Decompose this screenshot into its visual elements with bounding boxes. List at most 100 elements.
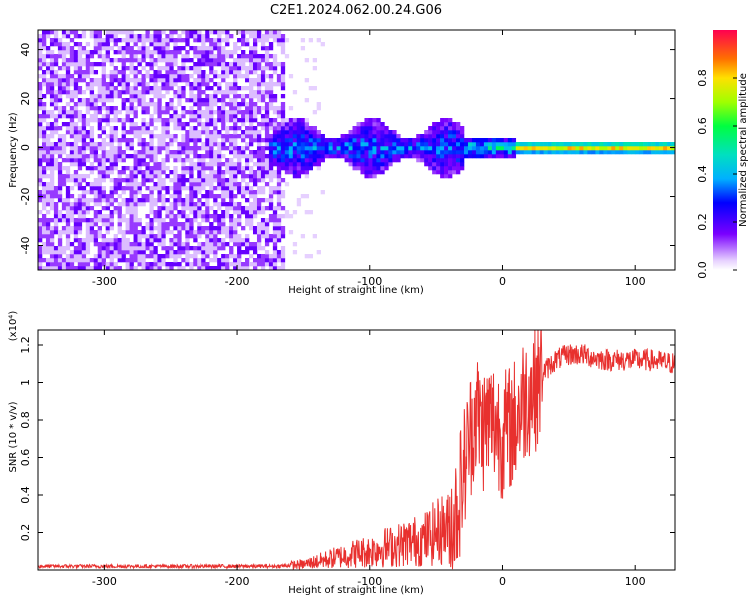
heatmap-cell	[89, 90, 95, 95]
heatmap-cell	[368, 166, 373, 171]
heatmap-cell	[316, 142, 321, 147]
heatmap-cell	[121, 58, 126, 63]
heatmap-cell	[121, 170, 126, 175]
heatmap-cell	[304, 122, 310, 127]
heatmap-cell	[81, 62, 87, 67]
heatmap-cell	[169, 54, 174, 59]
heatmap-cell	[296, 154, 302, 159]
heatmap-cell	[205, 130, 210, 135]
heatmap-cell	[109, 38, 114, 43]
heatmap-cell	[432, 154, 437, 159]
heatmap-cell	[249, 242, 254, 247]
heatmap-cell	[272, 258, 278, 263]
heatmap-cell	[133, 174, 138, 179]
heatmap-cell	[125, 58, 130, 63]
heatmap-cell	[252, 246, 258, 251]
heatmap-cell	[85, 130, 91, 135]
heatmap-cell	[368, 142, 373, 147]
heatmap-cell	[105, 122, 110, 127]
heatmap-cell	[157, 210, 162, 215]
heatmap-cell	[149, 62, 154, 67]
heatmap-cell	[436, 162, 441, 167]
heatmap-cell	[125, 30, 130, 35]
heatmap-cell	[256, 82, 262, 87]
heatmap-cell	[324, 138, 329, 143]
heatmap-cell	[428, 166, 433, 171]
heatmap-cell	[304, 154, 310, 159]
heatmap-cell	[101, 190, 106, 195]
heatmap-cell	[396, 134, 401, 139]
heatmap-cell	[69, 178, 75, 183]
heatmap-cell	[209, 230, 214, 235]
heatmap-cell	[161, 110, 166, 115]
heatmap-cell	[61, 74, 67, 79]
heatmap-cell	[125, 34, 130, 39]
heatmap-cell	[268, 162, 274, 167]
heatmap-cell	[237, 162, 242, 167]
heatmap-cell	[149, 134, 154, 139]
heatmap-cell	[38, 130, 43, 135]
heatmap-cell	[249, 114, 254, 119]
heatmap-cell	[185, 242, 190, 247]
heatmap-cell	[448, 118, 453, 123]
heatmap-cell	[209, 110, 214, 115]
heatmap-cell	[169, 142, 174, 147]
heatmap-cell	[129, 226, 134, 231]
heatmap-cell	[137, 170, 142, 175]
heatmap-cell	[101, 130, 106, 135]
heatmap-cell	[268, 66, 274, 71]
heatmap-cell	[268, 254, 274, 259]
heatmap-cell	[276, 78, 282, 83]
heatmap-cell	[288, 230, 294, 235]
heatmap-cell	[591, 146, 596, 151]
heatmap-cell	[436, 126, 441, 131]
heatmap-cell	[197, 86, 202, 91]
heatmap-cell	[121, 178, 126, 183]
heatmap-cell	[256, 230, 262, 235]
heatmap-cell	[129, 142, 134, 147]
heatmap-cell	[117, 258, 122, 263]
heatmap-cell	[141, 150, 146, 155]
heatmap-cell	[157, 162, 162, 167]
heatmap-cell	[125, 250, 130, 255]
heatmap-cell	[197, 178, 202, 183]
heatmap-cell	[268, 214, 274, 219]
heatmap-cell	[197, 206, 202, 211]
heatmap-cell	[201, 258, 206, 263]
heatmap-cell	[209, 46, 214, 51]
heatmap-cell	[316, 250, 321, 255]
heatmap-cell	[81, 46, 87, 51]
heatmap-cell	[161, 50, 166, 55]
heatmap-cell	[197, 222, 202, 227]
heatmap-cell	[173, 30, 178, 35]
heatmap-cell	[276, 126, 282, 131]
heatmap-cell	[129, 78, 134, 83]
heatmap-cell	[81, 102, 87, 107]
heatmap-cell	[225, 178, 230, 183]
heatmap-cell	[217, 206, 222, 211]
heatmap-cell	[284, 130, 290, 135]
heatmap-cell	[229, 118, 234, 123]
heatmap-cell	[221, 218, 226, 223]
heatmap-cell	[539, 146, 544, 151]
heatmap-cell	[137, 150, 142, 155]
heatmap-cell	[193, 214, 198, 219]
snr-frame	[37, 329, 676, 571]
heatmap-cell	[105, 46, 110, 51]
heatmap-cell	[177, 210, 182, 215]
heatmap-cell	[49, 146, 55, 151]
heatmap-cell	[81, 174, 87, 179]
heatmap-cell	[233, 222, 238, 227]
heatmap-cell	[61, 218, 67, 223]
heatmap-cell	[332, 146, 337, 151]
heatmap-cell	[181, 226, 186, 231]
heatmap-cell	[324, 146, 329, 151]
heatmap-cell	[161, 238, 166, 243]
heatmap-cell	[113, 86, 118, 91]
heatmap-cell	[61, 182, 67, 187]
heatmap-cell	[173, 214, 178, 219]
heatmap-cell	[193, 234, 198, 239]
heatmap-cell	[233, 210, 238, 215]
heatmap-cell	[77, 46, 83, 51]
heatmap-cell	[97, 110, 102, 115]
